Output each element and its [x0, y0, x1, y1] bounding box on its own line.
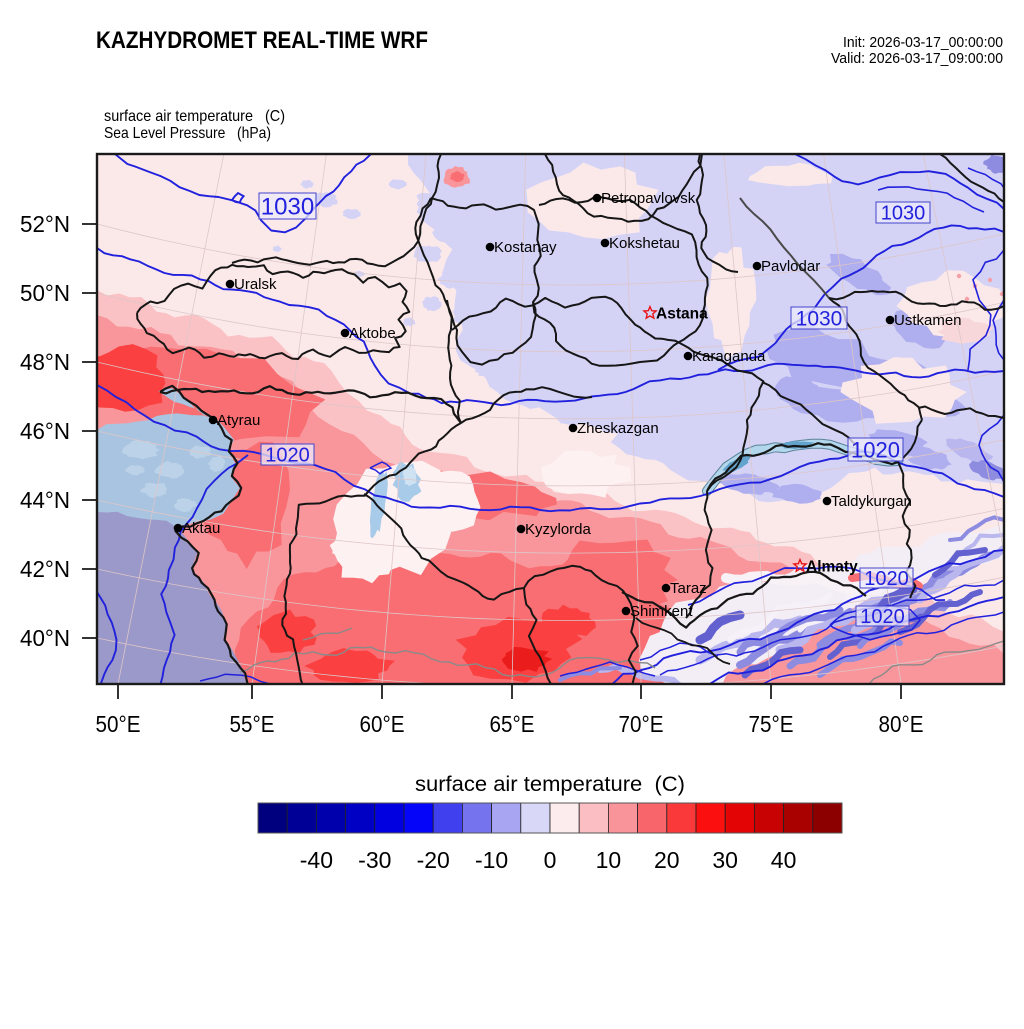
svg-text:Uralsk: Uralsk	[234, 276, 277, 293]
svg-text:20: 20	[654, 847, 680, 873]
svg-text:Karaganda: Karaganda	[692, 348, 766, 365]
svg-text:Kostanay: Kostanay	[494, 239, 557, 256]
svg-text:-10: -10	[475, 847, 508, 873]
svg-text:48°N: 48°N	[20, 349, 70, 375]
svg-text:Init: 2026-03-17_00:00:00: Init: 2026-03-17_00:00:00	[843, 34, 1003, 51]
svg-text:0: 0	[544, 847, 557, 873]
svg-text:surface air temperature (C): surface air temperature (C)	[415, 773, 685, 796]
svg-text:Valid: 2026-03-17_09:00:00: Valid: 2026-03-17_09:00:00	[831, 50, 1003, 67]
svg-text:30: 30	[712, 847, 738, 873]
svg-text:-30: -30	[358, 847, 391, 873]
svg-text:Petropavlovsk: Petropavlovsk	[601, 190, 696, 207]
svg-text:1030: 1030	[881, 203, 926, 225]
svg-text:60°E: 60°E	[360, 711, 405, 737]
svg-text:-20: -20	[417, 847, 450, 873]
svg-text:55°E: 55°E	[230, 711, 275, 737]
svg-text:-40: -40	[300, 847, 333, 873]
svg-text:Sea Level Pressure (hPa): Sea Level Pressure (hPa)	[104, 125, 271, 142]
svg-text:50°E: 50°E	[96, 711, 141, 737]
svg-text:surface air temperature (C): surface air temperature (C)	[104, 108, 285, 125]
svg-text:Aktau: Aktau	[182, 520, 220, 537]
svg-text:Taldykurgan: Taldykurgan	[831, 493, 912, 510]
svg-text:1020: 1020	[265, 445, 310, 467]
svg-text:10: 10	[596, 847, 622, 873]
svg-text:40°N: 40°N	[20, 625, 70, 651]
svg-text:50°N: 50°N	[20, 280, 70, 306]
svg-text:1020: 1020	[864, 568, 909, 590]
svg-text:75°E: 75°E	[749, 711, 794, 737]
svg-text:70°E: 70°E	[619, 711, 664, 737]
svg-text:1020: 1020	[860, 606, 905, 628]
svg-text:46°N: 46°N	[20, 418, 70, 444]
svg-text:80°E: 80°E	[879, 711, 924, 737]
svg-text:Astana: Astana	[656, 306, 708, 323]
svg-text:40: 40	[771, 847, 797, 873]
svg-text:52°N: 52°N	[20, 211, 70, 237]
svg-text:Kokshetau: Kokshetau	[609, 235, 680, 252]
svg-text:Shimkent: Shimkent	[630, 603, 693, 620]
svg-text:Pavlodar: Pavlodar	[761, 258, 820, 275]
svg-text:Taraz: Taraz	[670, 580, 707, 597]
svg-text:1030: 1030	[261, 194, 314, 221]
svg-text:KAZHYDROMET REAL-TIME WRF: KAZHYDROMET REAL-TIME WRF	[96, 27, 428, 54]
svg-text:1030: 1030	[796, 308, 843, 331]
svg-text:1020: 1020	[851, 437, 900, 462]
svg-text:Ustkamen: Ustkamen	[894, 312, 962, 329]
svg-text:Aktobe: Aktobe	[349, 325, 396, 342]
svg-text:44°N: 44°N	[20, 487, 70, 513]
svg-text:Kyzylorda: Kyzylorda	[525, 521, 592, 538]
svg-text:Almaty: Almaty	[806, 559, 858, 576]
svg-text:Zheskazgan: Zheskazgan	[577, 420, 659, 437]
svg-text:Atyrau: Atyrau	[217, 412, 260, 429]
svg-text:42°N: 42°N	[20, 556, 70, 582]
svg-text:65°E: 65°E	[490, 711, 535, 737]
